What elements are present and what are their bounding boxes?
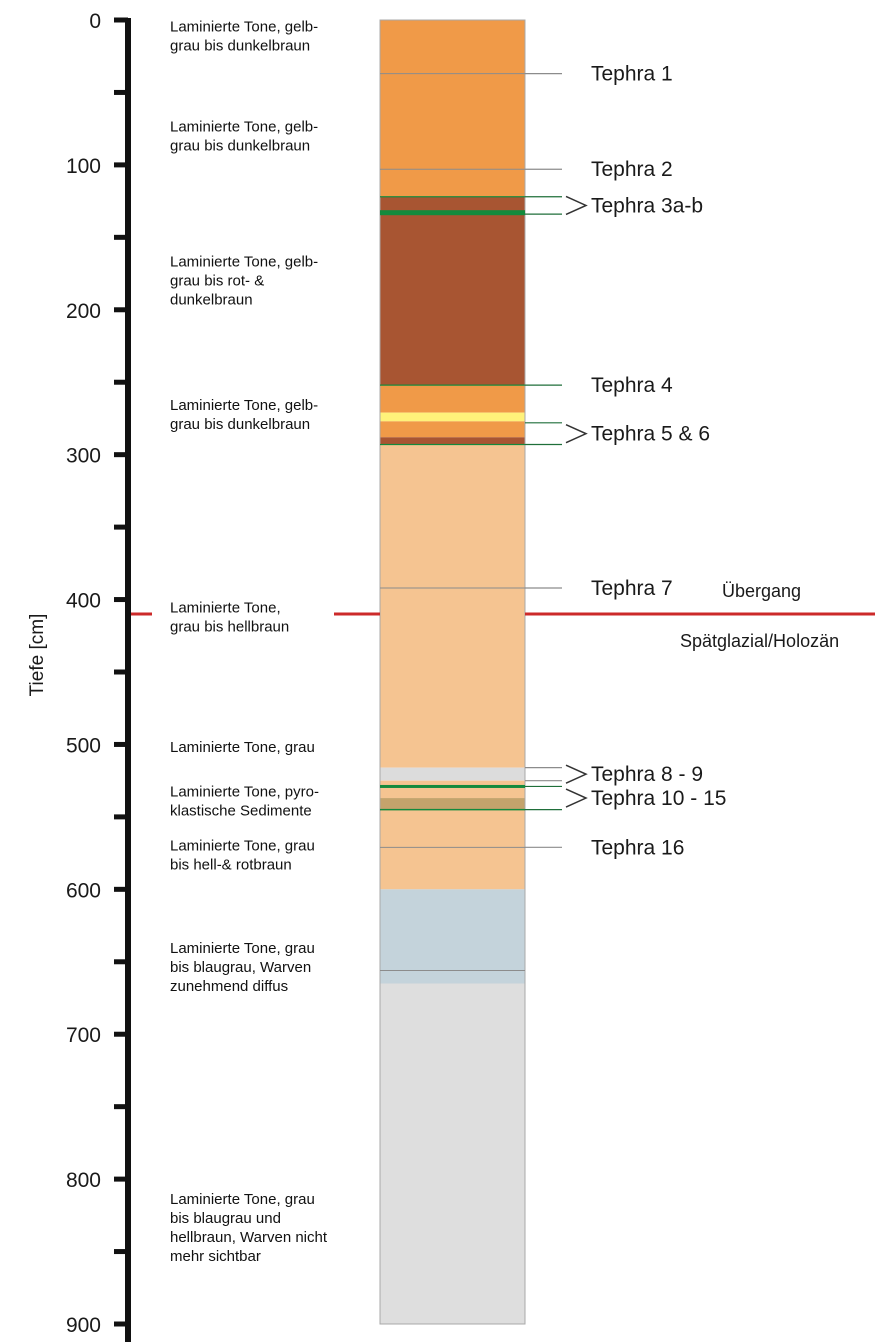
tephra-label-8: Tephra 16: [591, 836, 684, 859]
tick-label-300: 300: [66, 445, 101, 468]
layer-7: [380, 767, 525, 781]
description-2-line-0: Laminierte Tone, gelb-: [170, 253, 318, 270]
tick-label-700: 700: [66, 1024, 101, 1047]
green-band-2: [380, 384, 525, 386]
description-8-line-0: Laminierte Tone, grau: [170, 940, 315, 957]
boundary-label-line1: Übergang: [722, 581, 801, 601]
layer-10: [380, 809, 525, 890]
description-6-line-0: Laminierte Tone, pyro-: [170, 784, 319, 801]
tick-label-400: 400: [66, 590, 101, 613]
description-2-line-1: grau bis rot- &: [170, 272, 264, 289]
tephra-labels: Tephra 1 Tephra 2 Tephra 3a-b Tephra 4 Tephr…: [525, 63, 726, 859]
description-4-line-0: Laminierte Tone,: [170, 600, 281, 617]
green-band-1: [380, 210, 525, 216]
description-9-line-1: bis blaugrau und: [170, 1210, 281, 1227]
core-markers: [380, 73, 525, 971]
tick-label-600: 600: [66, 879, 101, 902]
tephra-label-1: Tephra 2: [591, 158, 673, 181]
green-band-4: [380, 784, 525, 788]
layer-9: [380, 798, 525, 810]
tephra-label-2: Tephra 3a-b: [591, 194, 703, 217]
layer-5: [380, 437, 525, 445]
boundary-label-line2: Spätglazial/Holozän: [680, 631, 839, 651]
column-outline: [379, 19, 526, 1325]
description-2-line-2: dunkelbraun: [170, 291, 253, 308]
tephra-bracket-6: [565, 764, 588, 784]
description-9-line-3: mehr sichtbar: [170, 1248, 261, 1265]
lithology-descriptions: Laminierte Tone, gelb-grau bis dunkelbra…: [170, 19, 328, 1265]
description-9-line-2: hellbraun, Warven nicht: [170, 1229, 328, 1246]
description-0-line-0: Laminierte Tone, gelb-: [170, 19, 318, 36]
axis-title: Tiefe [cm]: [27, 614, 48, 697]
green-band-0: [380, 196, 525, 198]
tephra-label-6: Tephra 8 - 9: [591, 763, 703, 786]
green-band-5: [380, 808, 525, 811]
description-9-line-0: Laminierte Tone, grau: [170, 1191, 315, 1208]
core-column: [379, 19, 526, 1325]
description-4-line-1: grau bis hellbraun: [170, 619, 289, 636]
description-8-line-1: bis blaugrau, Warven: [170, 959, 311, 976]
description-3-line-0: Laminierte Tone, gelb-: [170, 397, 318, 414]
layer-0: [380, 20, 525, 197]
layer-3: [380, 412, 525, 422]
tick-label-800: 800: [66, 1169, 101, 1192]
tephra-bracket-4: [565, 423, 588, 444]
description-8-line-2: zunehmend diffus: [170, 978, 288, 995]
description-1-line-1: grau bis dunkelbraun: [170, 138, 310, 155]
depth-axis: 0 100 200 300 400 500 600 700 800 900: [66, 10, 131, 1342]
description-0-line-1: grau bis dunkelbraun: [170, 38, 310, 55]
tephra-label-7: Tephra 10 - 15: [591, 787, 726, 810]
tick-label-900: 900: [66, 1314, 101, 1337]
layer-2: [380, 385, 525, 413]
tick-label-0: 0: [89, 10, 101, 33]
layer-12: [380, 983, 525, 1324]
layer-11: [380, 889, 525, 984]
green-band-3: [380, 443, 525, 446]
description-1-line-0: Laminierte Tone, gelb-: [170, 119, 318, 136]
tick-label-200: 200: [66, 300, 101, 323]
layer-8: [380, 780, 525, 799]
layer-6: [380, 444, 525, 768]
layer-1: [380, 196, 525, 386]
layer-4: [380, 421, 525, 438]
description-3-line-1: grau bis dunkelbraun: [170, 416, 310, 433]
description-7-line-1: bis hell-& rotbraun: [170, 856, 292, 873]
tick-label-100: 100: [66, 155, 101, 178]
tephra-bracket-7: [565, 788, 588, 808]
tephra-label-0: Tephra 1: [591, 63, 673, 86]
tephra-label-4: Tephra 5 & 6: [591, 423, 710, 446]
tephra-label-3: Tephra 4: [591, 374, 673, 397]
description-5-line-0: Laminierte Tone, grau: [170, 739, 315, 756]
tephra-bracket-2: [565, 195, 588, 216]
tick-label-500: 500: [66, 734, 101, 757]
description-6-line-1: klastische Sedimente: [170, 803, 312, 820]
description-7-line-0: Laminierte Tone, grau: [170, 837, 315, 854]
tephra-label-5: Tephra 7: [591, 577, 673, 600]
